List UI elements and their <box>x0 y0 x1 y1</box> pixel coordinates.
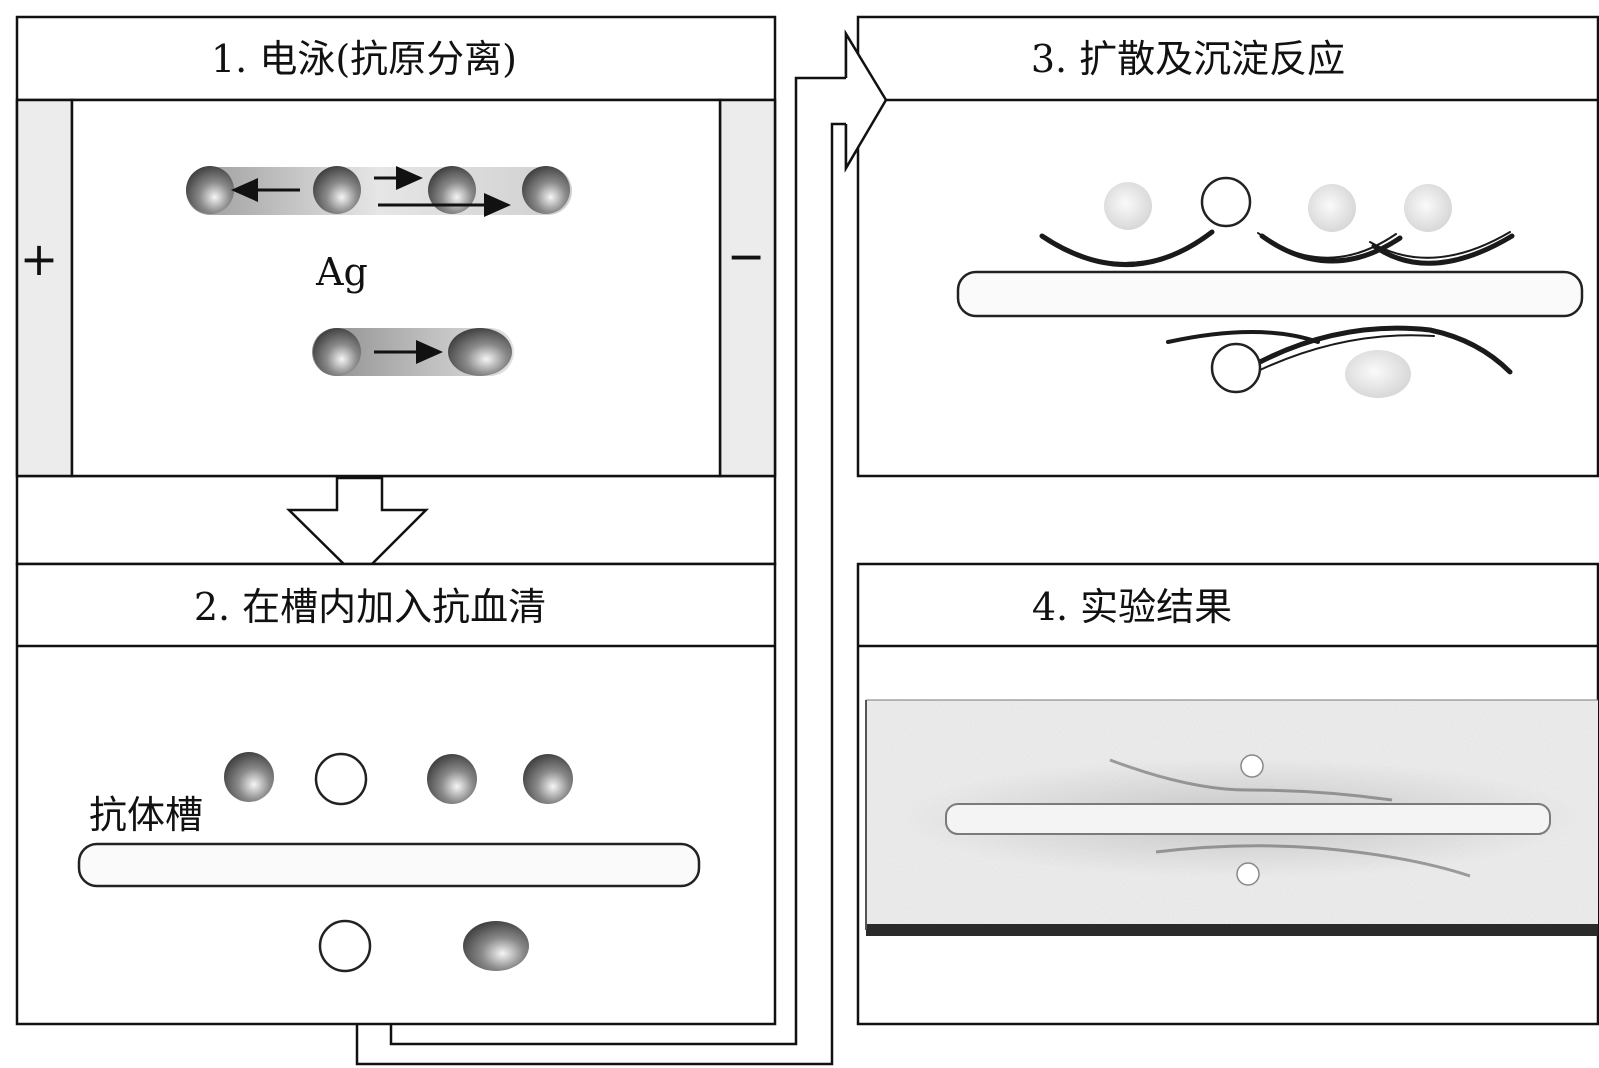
panel-3-title: 3. 扩散及沉淀反应 <box>1031 37 1345 81</box>
antigen-well-upper <box>1240 754 1264 778</box>
antigen-1 <box>224 752 274 802</box>
antigen-2 <box>314 752 368 806</box>
panel-2-title: 2. 在槽内加入抗血清 <box>194 585 546 629</box>
panel-1-title: 1. 电泳(抗原分离) <box>211 37 517 81</box>
antigen-4 <box>522 166 570 214</box>
antigen-5 <box>318 919 372 973</box>
antigen-5 <box>1210 342 1262 394</box>
antigen-well-lower <box>1236 862 1260 886</box>
plus-sign: + <box>20 232 59 286</box>
panel-3-diffusion-precipitation: 3. 扩散及沉淀反应 <box>844 15 1599 478</box>
antigen-6 <box>448 328 512 376</box>
antigen-1 <box>186 166 234 214</box>
antigen-6 <box>463 921 529 971</box>
antibody-trough <box>77 842 701 888</box>
antigen-2 <box>313 166 361 214</box>
antibody-trough <box>956 270 1584 318</box>
flow-arrow-1-to-2 <box>285 476 430 580</box>
minus-sign: − <box>727 229 766 283</box>
antigen-5 <box>313 328 361 376</box>
result-gel-photo <box>865 699 1598 936</box>
panel-1-electrophoresis: 1. 电泳(抗原分离) + − Ag <box>15 15 777 566</box>
antigen-4 <box>523 754 573 804</box>
antigen-3 <box>427 754 477 804</box>
antibody-trough <box>945 803 1551 835</box>
panel-4-title: 4. 实验结果 <box>1032 585 1232 629</box>
antigen-4 <box>1404 184 1452 232</box>
precipitin-arcs-lower <box>1166 325 1513 375</box>
panel-4-result: 4. 实验结果 <box>856 562 1599 1026</box>
antibody-trough-label: 抗体槽 <box>89 793 203 837</box>
panel-2-add-antiserum: 2. 在槽内加入抗血清 抗体槽 <box>15 562 777 1026</box>
flow-arrow-tip <box>844 29 888 173</box>
ag-label: Ag <box>315 250 368 294</box>
cathode-electrode <box>718 98 777 478</box>
precipitin-arcs-upper <box>1039 229 1515 267</box>
anode-electrode <box>15 98 74 478</box>
antigen-3 <box>428 166 476 214</box>
antigen-3 <box>1308 184 1356 232</box>
antigen-6 <box>1345 350 1411 398</box>
antigen-2 <box>1200 176 1252 228</box>
antigen-band-upper <box>186 167 572 215</box>
antigen-1 <box>1104 182 1152 230</box>
